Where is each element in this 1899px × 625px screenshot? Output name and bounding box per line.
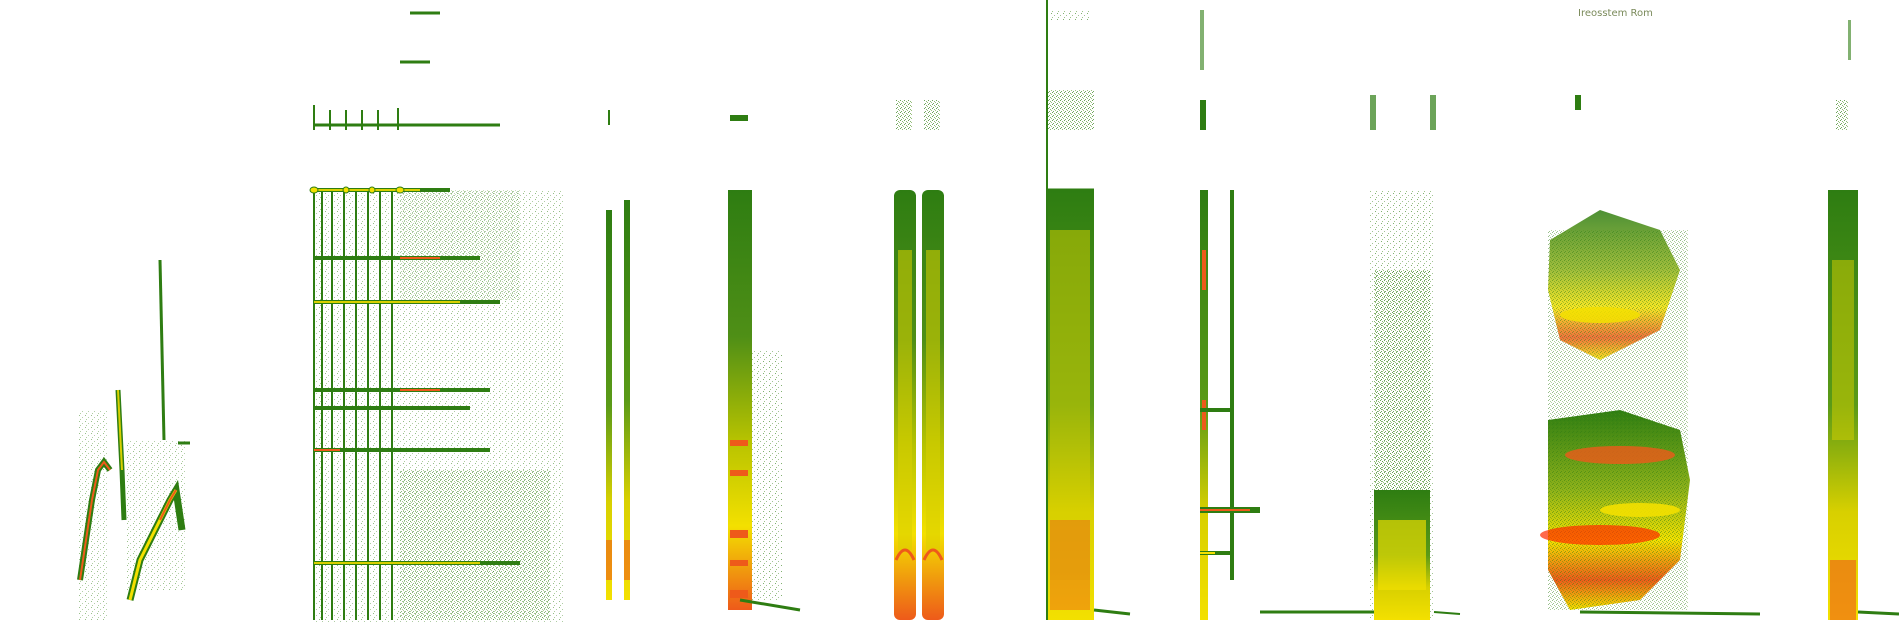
event-pulse-column [728,115,801,612]
faint-label: Ireosstem Rom [1578,8,1653,19]
event-wide-column [1046,0,1131,620]
event-broadband-column [1370,95,1461,620]
event-twin-columns [894,100,944,620]
event-blob-cluster: Ireosstem Rom [1540,8,1761,616]
event-right-column [1828,20,1899,620]
event-chirp-cluster-1 [77,259,190,620]
event-tick-series [1200,10,1380,620]
event-harmonic-comb [309,11,564,622]
event-thin-pair [606,110,630,600]
